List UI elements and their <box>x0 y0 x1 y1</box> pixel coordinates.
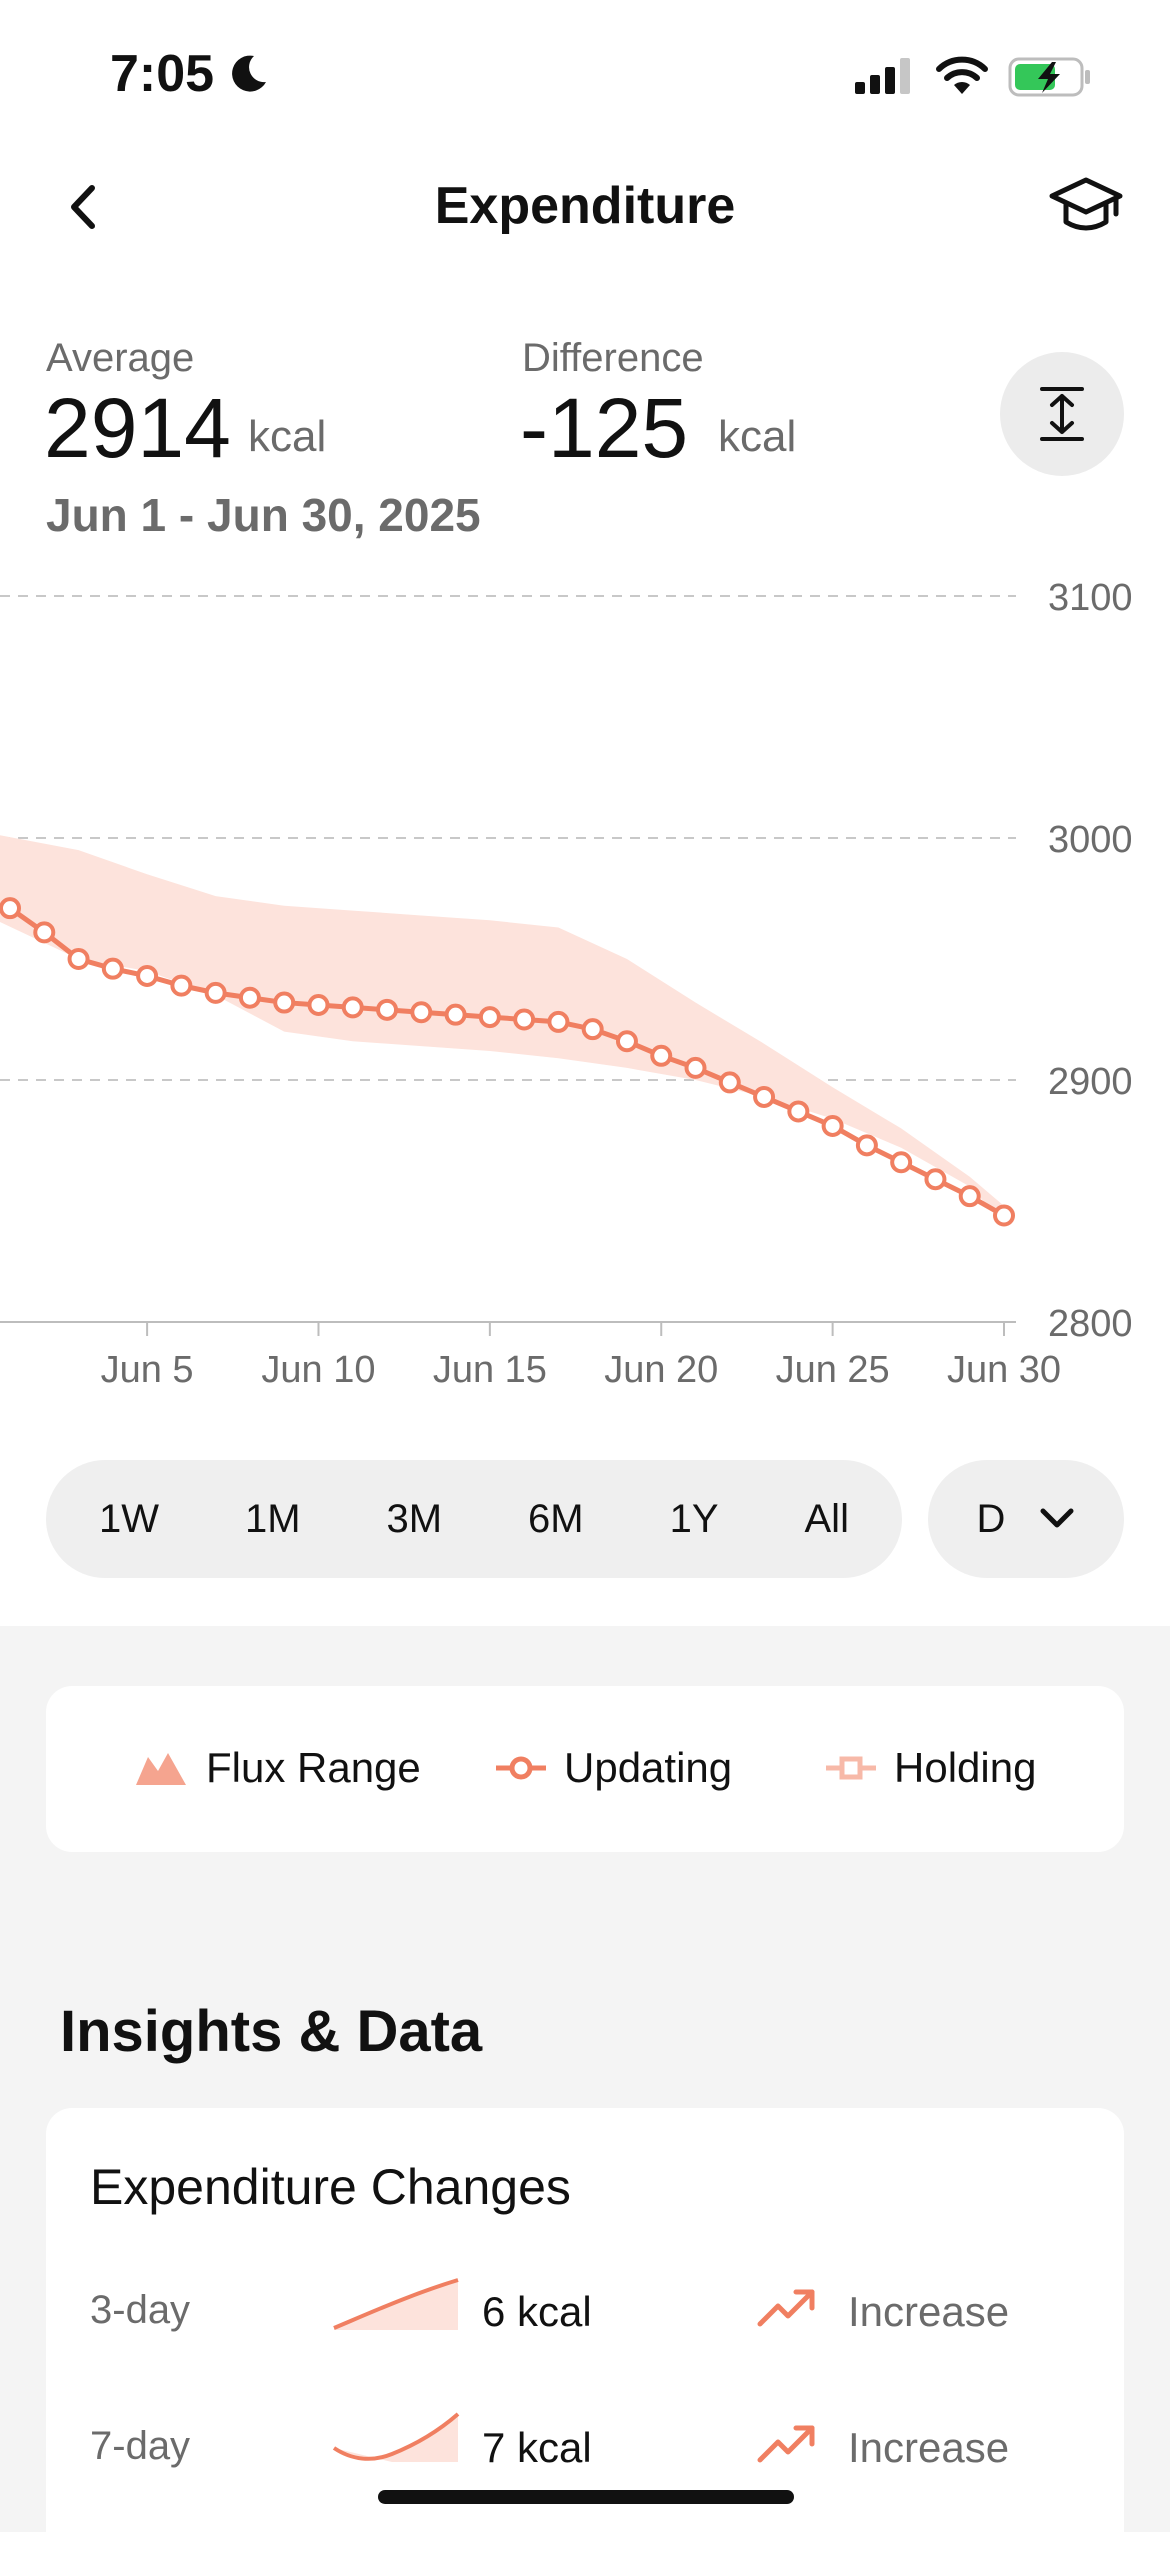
updating-point <box>581 1018 604 1041</box>
y-tick-label: 3100 <box>1048 577 1133 619</box>
updating-point <box>67 948 90 970</box>
page-title: Expenditure <box>434 177 736 235</box>
updating-marker-icon <box>496 1756 546 1780</box>
back-chevron-icon[interactable] <box>60 182 110 232</box>
difference-label: Difference <box>522 336 704 380</box>
legend-updating: Updating <box>496 1744 732 1792</box>
expenditure-chart: 3100 3000 2900 2800 Jun 5 Jun 10 Jun 15 Jun 20 J… <box>0 577 1133 1391</box>
change-value-7day: 7 kcal <box>482 2424 592 2471</box>
y-tick-label: 2900 <box>1048 1061 1133 1103</box>
range-1y[interactable]: 1Y <box>669 1496 719 1541</box>
date-range: Jun 1 - Jun 30, 2025 <box>46 489 481 541</box>
granularity-dropdown[interactable]: D <box>928 1460 1124 1578</box>
average-unit: kcal <box>248 412 327 461</box>
change-period-3day: 3-day <box>90 2288 191 2332</box>
sparkline-3day <box>333 2278 459 2330</box>
granularity-value: D <box>976 1496 1006 1541</box>
x-tick-label: Jun 30 <box>947 1349 1061 1391</box>
range-all[interactable]: All <box>804 1496 849 1541</box>
updating-point <box>513 1008 536 1031</box>
legend-flux: Flux Range <box>134 1744 421 1792</box>
flux-range-icon <box>136 1753 186 1785</box>
graduation-cap-icon[interactable] <box>1048 174 1124 240</box>
chevron-down-icon <box>1040 1508 1074 1528</box>
time-range-selector: 1W 1M 3M 6M 1Y All <box>46 1460 902 1578</box>
updating-point <box>376 998 399 1021</box>
difference-value: -125 <box>520 381 689 475</box>
status-time: 7:05 <box>110 45 215 103</box>
y-tick-label: 2800 <box>1048 1303 1133 1345</box>
x-tick-label: Jun 5 <box>101 1349 194 1391</box>
range-3m[interactable]: 3M <box>386 1496 443 1541</box>
expand-chart-button[interactable] <box>1000 352 1124 476</box>
legend-card: Flux Range Updating Holding <box>46 1686 1124 1852</box>
updating-point <box>787 1100 810 1123</box>
updating-point <box>273 991 296 1014</box>
updating-point <box>478 1006 501 1029</box>
vertical-expand-icon <box>1040 387 1084 441</box>
status-bar: 7:05 <box>0 0 1170 150</box>
range-6m[interactable]: 6M <box>528 1496 584 1541</box>
change-trend-3day: Increase <box>848 2288 1010 2335</box>
insights-title: Insights & Data <box>60 1999 483 2064</box>
trending-up-icon <box>757 2289 815 2327</box>
legend-holding: Holding <box>826 1744 1036 1792</box>
updating-point <box>993 1204 1015 1227</box>
updating-point <box>684 1056 707 1079</box>
moon-icon <box>232 55 266 92</box>
updating-point <box>444 1003 467 1026</box>
updating-point <box>855 1134 878 1157</box>
flux-range-band <box>0 835 1004 1223</box>
legend-flux-label: Flux Range <box>206 1744 421 1791</box>
change-period-7day: 7-day <box>90 2424 191 2468</box>
updating-point <box>821 1114 844 1137</box>
x-tick-label: Jun 25 <box>776 1349 890 1391</box>
updating-point <box>341 996 364 1019</box>
updating-point <box>170 974 193 997</box>
updating-point <box>101 957 124 980</box>
updating-point <box>753 1085 776 1108</box>
signal-icon <box>855 58 910 94</box>
updating-point <box>890 1151 913 1174</box>
legend-updating-label: Updating <box>564 1744 733 1791</box>
updating-point <box>410 1001 433 1024</box>
home-indicator <box>378 2490 794 2504</box>
range-1m[interactable]: 1M <box>244 1496 301 1541</box>
x-tick-label: Jun 10 <box>261 1349 375 1391</box>
updating-point <box>0 897 21 920</box>
holding-marker-icon <box>826 1756 876 1780</box>
updating-point <box>307 993 330 1016</box>
trending-up-icon <box>757 2425 815 2463</box>
updating-point <box>33 921 56 944</box>
change-trend-7day: Increase <box>848 2424 1010 2471</box>
updating-point <box>204 981 227 1004</box>
x-tick-label: Jun 20 <box>604 1349 718 1391</box>
updating-point <box>924 1168 947 1191</box>
range-1w[interactable]: 1W <box>98 1496 159 1541</box>
average-value: 2914 <box>44 381 231 475</box>
changes-card-title: Expenditure Changes <box>90 2159 571 2215</box>
average-label: Average <box>46 336 195 380</box>
updating-point <box>615 1030 638 1053</box>
updating-point <box>958 1185 981 1208</box>
battery-charging-icon <box>1008 57 1090 97</box>
difference-unit: kcal <box>718 412 797 461</box>
sparkline-7day <box>332 2412 460 2462</box>
wifi-icon <box>936 56 988 94</box>
change-value-3day: 6 kcal <box>482 2288 592 2335</box>
nav-bar: Expenditure <box>0 160 1170 250</box>
updating-point <box>238 986 261 1009</box>
legend-holding-label: Holding <box>894 1744 1037 1791</box>
x-tick-label: Jun 15 <box>433 1349 547 1391</box>
updating-point <box>547 1010 570 1033</box>
y-tick-label: 3000 <box>1048 819 1133 861</box>
updating-point <box>718 1071 741 1094</box>
updating-point <box>650 1044 673 1067</box>
updating-point <box>136 964 159 987</box>
